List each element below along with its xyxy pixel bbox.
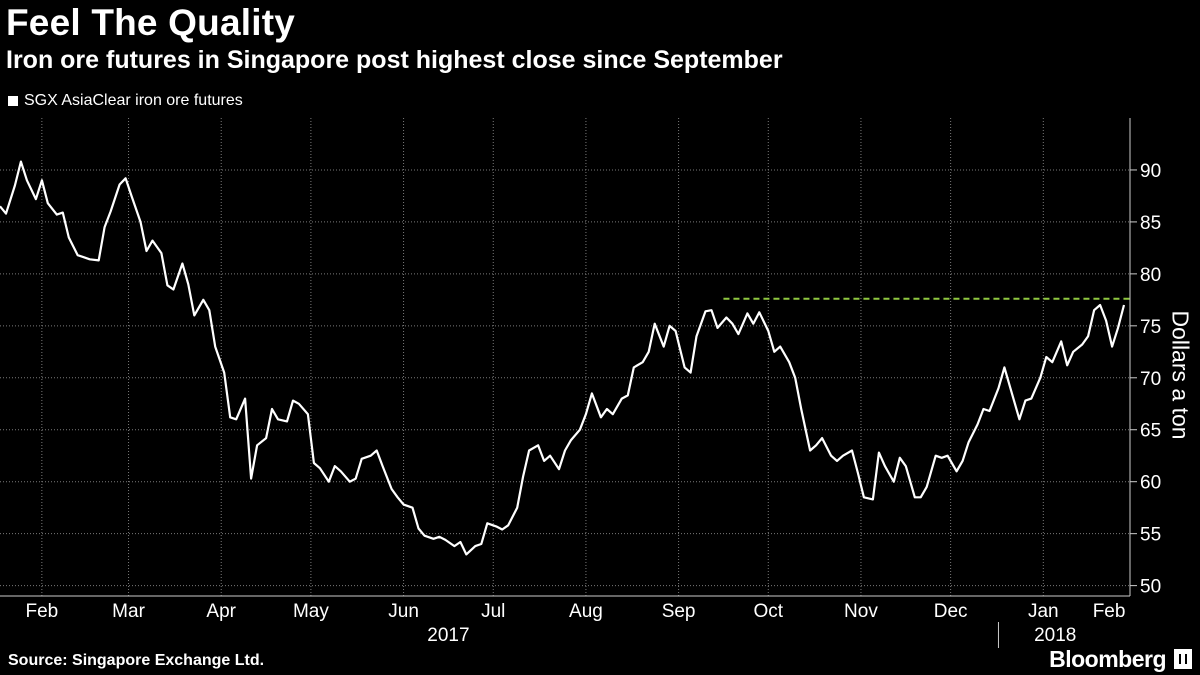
chart-subtitle: Iron ore futures in Singapore post highe… [6, 46, 783, 74]
x-tick-label: Oct [753, 601, 783, 622]
y-tick-label: 65 [1140, 421, 1161, 442]
x-tick-label: May [293, 601, 329, 622]
y-tick-label: 70 [1140, 369, 1161, 390]
x-tick-label: Mar [112, 601, 145, 622]
year-label: 2018 [1034, 625, 1076, 646]
x-tick-label: Dec [934, 601, 968, 622]
x-tick-label: Jan [1028, 601, 1059, 622]
y-tick-label: 90 [1140, 161, 1161, 182]
y-axis-title: Dollars a ton [1160, 290, 1200, 460]
year-label: 2017 [427, 625, 469, 646]
y-tick-label: 85 [1140, 213, 1161, 234]
x-tick-label: Apr [206, 601, 236, 622]
x-tick-label: Jul [481, 601, 505, 622]
y-tick-label: 80 [1140, 265, 1161, 286]
legend-label: SGX AsiaClear iron ore futures [24, 92, 243, 109]
bloomberg-logo: Bloomberg [1049, 646, 1166, 672]
y-tick-label: 50 [1140, 577, 1161, 598]
x-tick-label: Feb [1093, 601, 1126, 622]
x-tick-label: Aug [569, 601, 603, 622]
y-axis-title-text: Dollars a ton [1167, 310, 1194, 440]
x-tick-label: Jun [388, 601, 419, 622]
x-tick-label: Nov [844, 601, 878, 622]
x-tick-label: Feb [25, 601, 58, 622]
source-note: Source: Singapore Exchange Ltd. [8, 652, 265, 669]
y-tick-label: 75 [1140, 317, 1161, 338]
legend-swatch [8, 96, 18, 106]
x-tick-label: Sep [662, 601, 696, 622]
y-tick-label: 60 [1140, 473, 1161, 494]
series-line-iron-ore-futures [0, 160, 1126, 556]
y-tick-label: 55 [1140, 525, 1161, 546]
chart-title: Feel The Quality [6, 2, 295, 43]
bloomberg-terminal-icon [1174, 649, 1192, 669]
chart-legend: SGX AsiaClear iron ore futures [8, 92, 243, 110]
